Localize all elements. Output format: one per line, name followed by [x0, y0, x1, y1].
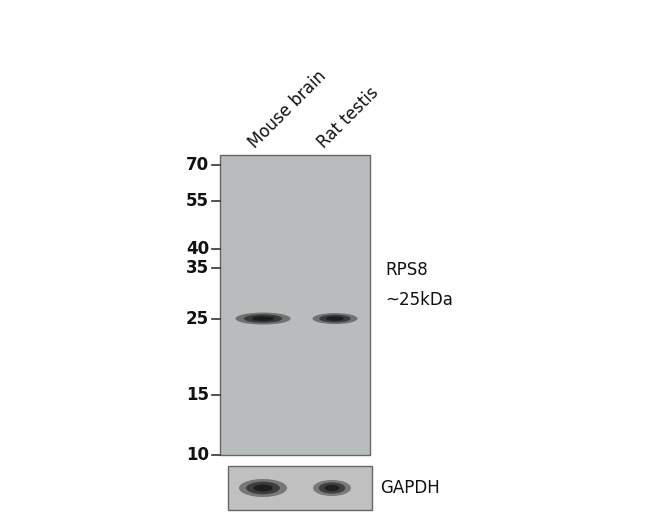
Text: Mouse brain: Mouse brain [245, 67, 330, 152]
Text: RPS8: RPS8 [385, 261, 428, 279]
Text: 15: 15 [186, 386, 209, 404]
Ellipse shape [324, 485, 339, 491]
Ellipse shape [246, 482, 280, 495]
Ellipse shape [239, 479, 287, 497]
Ellipse shape [313, 313, 358, 324]
Text: 35: 35 [186, 259, 209, 278]
Text: 40: 40 [186, 240, 209, 257]
Text: 55: 55 [186, 192, 209, 210]
Text: Rat testis: Rat testis [314, 84, 382, 152]
Text: ~25kDa: ~25kDa [385, 291, 453, 309]
Bar [228, 466, 372, 510]
Ellipse shape [318, 483, 345, 493]
Ellipse shape [252, 316, 274, 321]
Text: GAPDH: GAPDH [380, 479, 440, 497]
Text: 25: 25 [186, 309, 209, 328]
Ellipse shape [313, 480, 351, 496]
Text: 10: 10 [186, 446, 209, 464]
Ellipse shape [319, 315, 351, 322]
Bar [220, 155, 370, 455]
Ellipse shape [235, 313, 291, 324]
Text: 70: 70 [186, 157, 209, 174]
Ellipse shape [326, 316, 344, 321]
Ellipse shape [254, 485, 272, 491]
Ellipse shape [244, 315, 282, 323]
